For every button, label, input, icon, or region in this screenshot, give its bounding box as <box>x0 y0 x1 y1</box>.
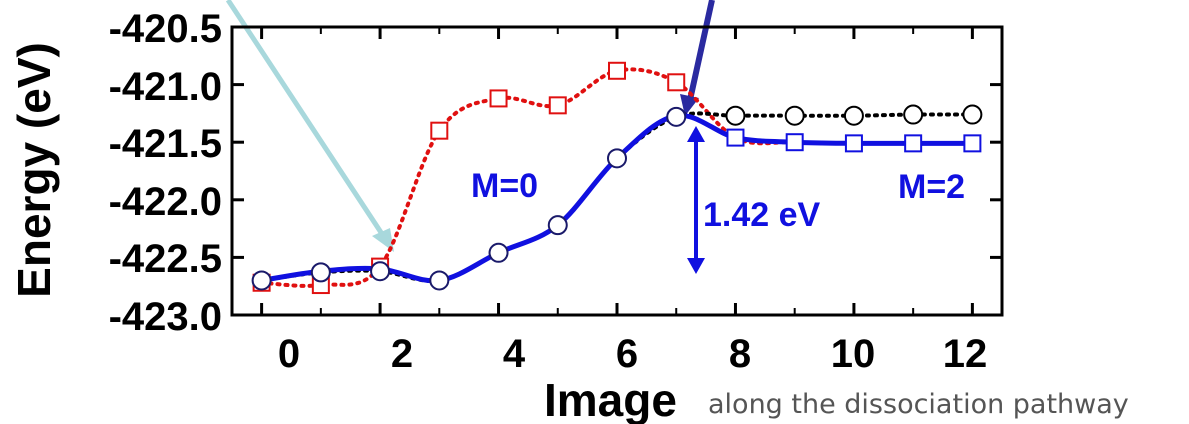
circle-point <box>370 261 391 282</box>
square-point <box>904 134 923 153</box>
red-square-series-line <box>259 67 975 288</box>
light-blue-pointer-arrow <box>225 0 394 252</box>
circle-point <box>903 104 924 125</box>
barrier-double-arrow <box>687 126 705 274</box>
square-point <box>548 96 567 115</box>
square-point <box>667 73 686 92</box>
circle-point <box>666 106 687 127</box>
y-tick-label: -421.5 <box>109 122 222 166</box>
y-tick-label: -422.5 <box>109 237 222 281</box>
x-tick-label: 6 <box>616 332 638 376</box>
circle-point <box>251 270 272 291</box>
circle-point <box>843 105 864 126</box>
y-tick-labels: -420.5 -421.0 -421.5 -422.0 -422.5 -423.… <box>109 7 222 339</box>
axis-ticks <box>232 25 1002 317</box>
x-tick-label: 4 <box>503 332 526 376</box>
y-axis-title: Energy (eV) <box>8 42 60 298</box>
m2-label: M=2 <box>898 168 965 206</box>
circle-point <box>488 242 509 263</box>
y-tick-label: -420.5 <box>109 7 222 51</box>
circle-point <box>429 270 450 291</box>
circle-point <box>784 105 805 126</box>
x-tick-labels: 0 2 4 6 8 10 12 <box>278 332 987 376</box>
blue-solid-series-line <box>261 112 973 284</box>
square-point <box>785 133 804 152</box>
barrier-label: 1.42 eV <box>703 196 821 234</box>
x-tick-label: 12 <box>943 332 988 376</box>
square-point <box>608 61 626 80</box>
x-tick-label: 8 <box>729 332 751 376</box>
y-tick-label: -421.0 <box>109 65 222 109</box>
circle-point <box>547 215 568 236</box>
x-tick-label: 2 <box>391 332 413 376</box>
circle-point <box>310 262 331 283</box>
black-circle-series-line <box>259 111 975 283</box>
m0-label: M=0 <box>471 167 538 205</box>
y-tick-label: -422.0 <box>109 180 222 224</box>
y-tick-label: -423.0 <box>109 295 222 339</box>
series-layer <box>251 61 983 295</box>
square-point <box>963 134 982 153</box>
circle-point <box>607 148 627 169</box>
square-point <box>844 134 863 153</box>
x-tick-label: 10 <box>831 332 876 376</box>
circle-point <box>962 104 983 125</box>
x-axis-title: Image <box>544 374 677 424</box>
x-tick-label: 0 <box>278 332 300 376</box>
square-point <box>430 121 449 140</box>
x-axis-note: along the dissociation pathway <box>708 389 1129 420</box>
square-point <box>726 128 745 147</box>
square-point <box>489 89 508 108</box>
circle-point <box>725 105 746 126</box>
